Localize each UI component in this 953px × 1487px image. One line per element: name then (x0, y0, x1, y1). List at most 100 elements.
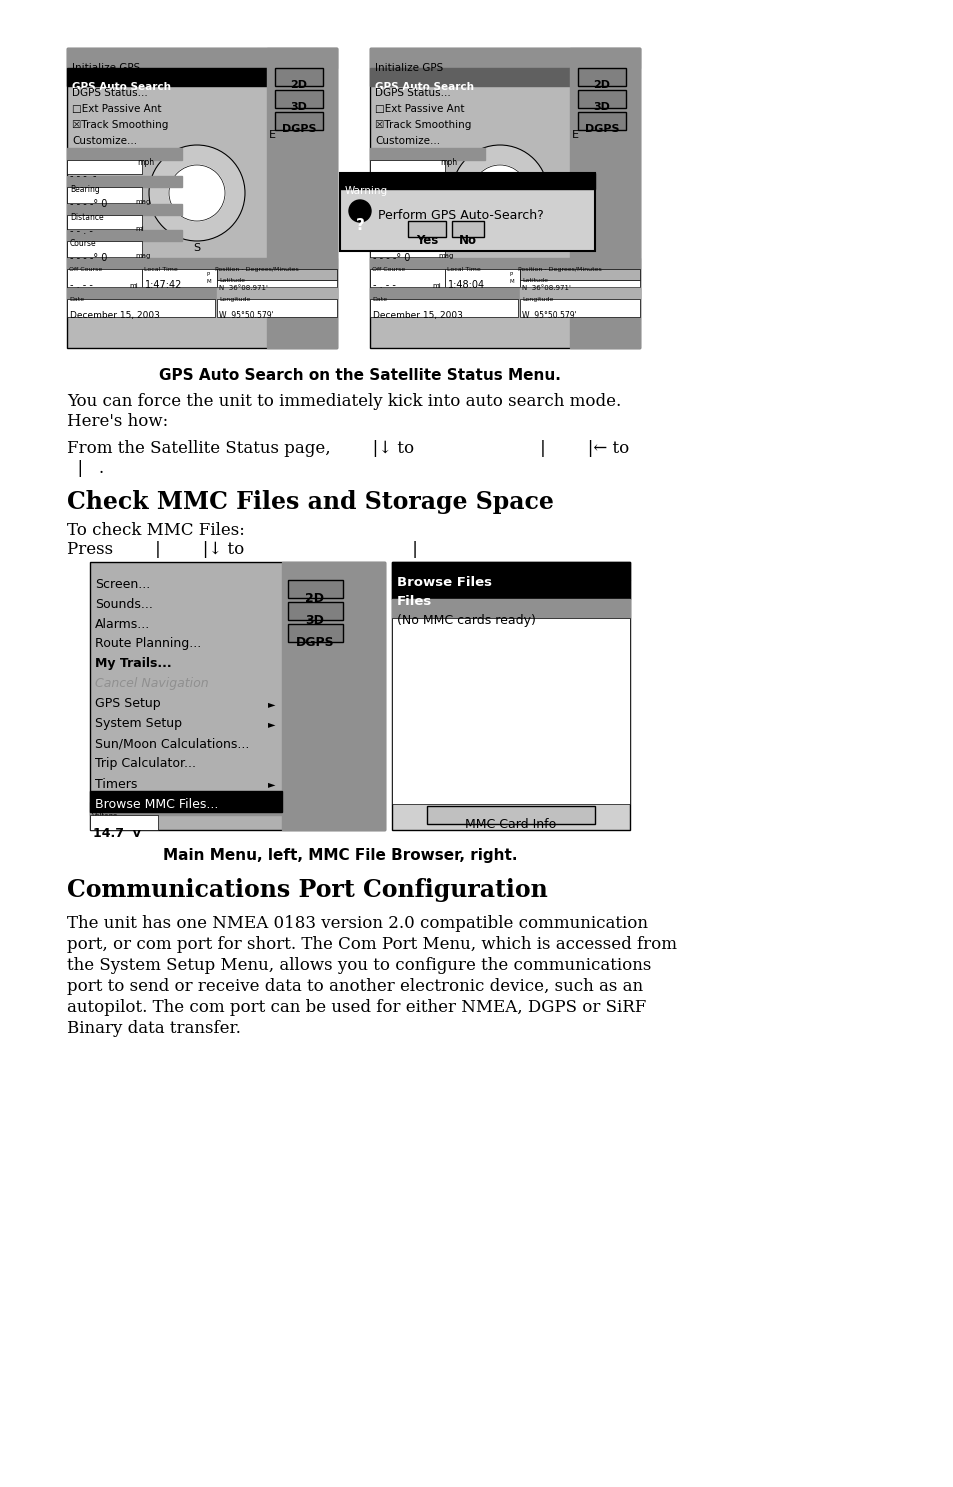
Text: - . - -: - . - - (70, 280, 92, 290)
Text: GPS Auto Search: GPS Auto Search (375, 82, 474, 92)
Bar (67, 288, 336, 299)
Bar (370, 204, 484, 216)
Text: Route Planning...: Route Planning... (95, 638, 201, 650)
Text: Press        |        |↓ to                                |: Press | |↓ to | (67, 541, 417, 558)
Text: Voltage: Voltage (91, 813, 118, 819)
Text: mag: mag (135, 253, 151, 259)
Bar (90, 562, 385, 830)
Text: DGPS: DGPS (281, 123, 315, 134)
Circle shape (452, 146, 547, 241)
Bar (67, 187, 142, 204)
Bar (444, 269, 519, 287)
Text: Cancel Navigation: Cancel Navigation (95, 678, 209, 690)
Text: Initialize GPS: Initialize GPS (71, 62, 140, 73)
Bar (370, 48, 639, 348)
Bar (67, 149, 182, 161)
Bar (370, 269, 444, 287)
Bar (392, 599, 629, 619)
Text: Here's how:: Here's how: (67, 413, 168, 430)
Text: Off Course: Off Course (372, 268, 405, 272)
Text: Customize...: Customize... (375, 135, 439, 146)
Bar (288, 602, 343, 620)
Bar (67, 175, 182, 187)
Bar (288, 580, 343, 598)
Text: DGPS: DGPS (584, 123, 618, 134)
Text: port, or com port for short. The Com Port Menu, which is accessed from: port, or com port for short. The Com Por… (67, 935, 677, 953)
Text: mi: mi (432, 283, 440, 288)
Text: ☒Track Smoothing: ☒Track Smoothing (71, 120, 168, 129)
Bar (67, 259, 336, 269)
Bar (90, 801, 282, 815)
Bar (370, 230, 484, 241)
Bar (370, 161, 444, 174)
Text: S: S (193, 242, 200, 253)
Bar (67, 161, 142, 174)
Text: GPS Auto Search: GPS Auto Search (71, 82, 171, 92)
Text: Browse MMC Files...: Browse MMC Files... (95, 797, 218, 810)
Text: P: P (510, 272, 513, 277)
Text: □Ext Passive Ant: □Ext Passive Ant (71, 104, 161, 114)
Text: Local Time: Local Time (144, 268, 177, 272)
Text: December 15, 2003: December 15, 2003 (70, 311, 160, 320)
Text: The unit has one NMEA 0183 version 2.0 compatible communication: The unit has one NMEA 0183 version 2.0 c… (67, 915, 647, 932)
Bar (67, 230, 182, 241)
Text: Browse Files: Browse Files (396, 575, 492, 589)
Text: Latitude: Latitude (521, 278, 547, 283)
Text: mag: mag (437, 253, 453, 259)
Text: - . - -: - . - - (373, 280, 395, 290)
Text: mph: mph (439, 158, 456, 167)
Text: Bearing: Bearing (70, 184, 100, 193)
Bar (339, 172, 595, 189)
Text: - - . -: - - . - (70, 226, 92, 236)
Text: □Ext Passive Ant: □Ext Passive Ant (375, 104, 464, 114)
Circle shape (149, 146, 245, 241)
Text: Latitude: Latitude (219, 278, 245, 283)
Text: port to send or receive data to another electronic device, such as an: port to send or receive data to another … (67, 978, 642, 995)
Bar (370, 288, 639, 299)
Bar (370, 48, 639, 68)
Text: mi: mi (129, 283, 137, 288)
Text: Initialize GPS: Initialize GPS (375, 62, 443, 73)
Text: Screen...: Screen... (95, 577, 150, 590)
Text: 2D: 2D (305, 592, 324, 605)
Text: - - -  -: - - - - (70, 171, 96, 181)
Text: Date: Date (372, 297, 387, 302)
Text: GPS Setup: GPS Setup (95, 697, 160, 711)
Text: M: M (510, 280, 514, 284)
Text: 3D: 3D (305, 614, 324, 628)
Text: 1:48:04: 1:48:04 (448, 280, 485, 290)
Text: mi: mi (135, 226, 144, 232)
Text: (No MMC cards ready): (No MMC cards ready) (396, 614, 536, 628)
Text: W  95°50.579': W 95°50.579' (219, 311, 274, 320)
Bar (67, 241, 142, 257)
Bar (392, 580, 629, 599)
Text: My Trails...: My Trails... (95, 657, 172, 671)
Bar (427, 806, 595, 824)
Text: December 15, 2003: December 15, 2003 (373, 311, 462, 320)
Text: mag: mag (135, 199, 151, 205)
Text: ☒Track Smoothing: ☒Track Smoothing (375, 120, 471, 129)
Text: M: M (207, 280, 212, 284)
Text: Bearing: Bearing (373, 184, 402, 193)
Bar (452, 222, 483, 236)
Text: - - - -° 0: - - - -° 0 (70, 253, 108, 263)
Text: Distance: Distance (70, 213, 104, 222)
Text: W  95°50.579': W 95°50.579' (521, 311, 577, 320)
Text: Position - Degrees/Minutes: Position - Degrees/Minutes (214, 268, 298, 272)
Bar (370, 187, 444, 204)
Text: - - - -° 0: - - - -° 0 (70, 199, 108, 210)
Bar (519, 299, 639, 317)
Bar (519, 280, 639, 287)
Bar (569, 48, 639, 348)
Text: MMC Card Info: MMC Card Info (465, 818, 556, 831)
Text: Sounds...: Sounds... (95, 598, 152, 611)
Bar (90, 815, 158, 830)
Bar (370, 68, 569, 86)
Text: From the Satellite Status page,        |↓ to                        |        |← : From the Satellite Status page, |↓ to | … (67, 440, 629, 457)
Text: Trip Calculator...: Trip Calculator... (95, 757, 195, 770)
Text: N  36°08.971': N 36°08.971' (521, 286, 570, 291)
Text: 1:47:42: 1:47:42 (145, 280, 182, 290)
Bar (67, 216, 142, 229)
Text: Local Time: Local Time (447, 268, 480, 272)
Text: Alarms...: Alarms... (95, 617, 150, 630)
